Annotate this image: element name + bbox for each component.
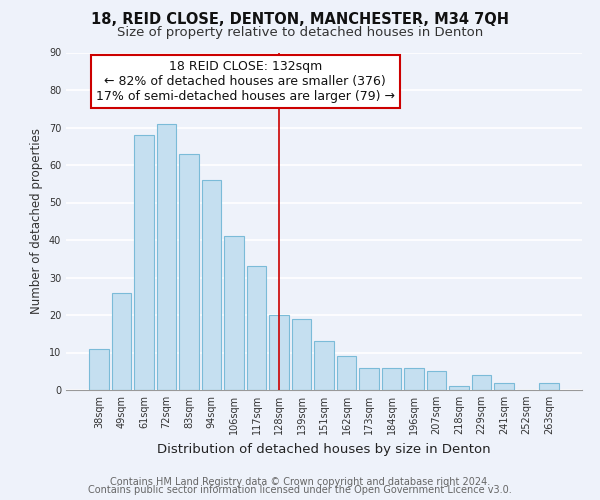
- Text: 18 REID CLOSE: 132sqm
← 82% of detached houses are smaller (376)
17% of semi-det: 18 REID CLOSE: 132sqm ← 82% of detached …: [96, 60, 395, 103]
- Bar: [382, 368, 401, 390]
- Bar: [179, 154, 199, 390]
- Bar: [112, 292, 131, 390]
- Bar: [472, 375, 491, 390]
- Bar: [224, 236, 244, 390]
- Text: Contains HM Land Registry data © Crown copyright and database right 2024.: Contains HM Land Registry data © Crown c…: [110, 477, 490, 487]
- Bar: [539, 382, 559, 390]
- Text: Contains public sector information licensed under the Open Government Licence v3: Contains public sector information licen…: [88, 485, 512, 495]
- Text: Size of property relative to detached houses in Denton: Size of property relative to detached ho…: [117, 26, 483, 39]
- Bar: [202, 180, 221, 390]
- Bar: [337, 356, 356, 390]
- Bar: [494, 382, 514, 390]
- Bar: [427, 371, 446, 390]
- Bar: [292, 319, 311, 390]
- Bar: [134, 135, 154, 390]
- Bar: [404, 368, 424, 390]
- Bar: [247, 266, 266, 390]
- Bar: [89, 349, 109, 390]
- Bar: [359, 368, 379, 390]
- Bar: [157, 124, 176, 390]
- Bar: [269, 315, 289, 390]
- Bar: [314, 341, 334, 390]
- Bar: [449, 386, 469, 390]
- Y-axis label: Number of detached properties: Number of detached properties: [30, 128, 43, 314]
- Text: 18, REID CLOSE, DENTON, MANCHESTER, M34 7QH: 18, REID CLOSE, DENTON, MANCHESTER, M34 …: [91, 12, 509, 28]
- X-axis label: Distribution of detached houses by size in Denton: Distribution of detached houses by size …: [157, 442, 491, 456]
